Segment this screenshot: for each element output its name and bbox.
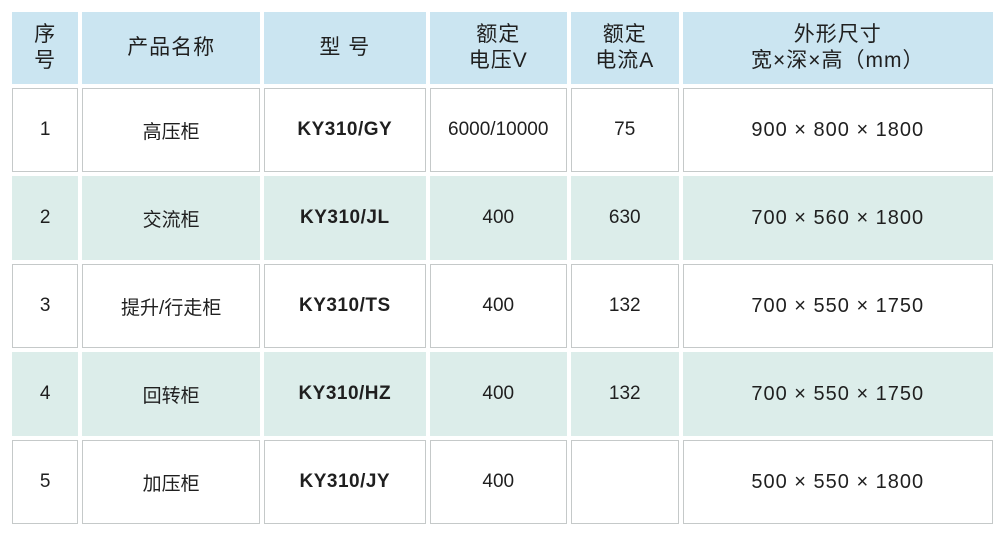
- cell-model: KY310/GY: [264, 88, 426, 172]
- col-header-name: 产品名称: [82, 12, 261, 84]
- cell-dimensions: 700 × 550 × 1750: [682, 352, 993, 436]
- cell-index: 1: [12, 88, 79, 172]
- cell-name: 高压柜: [82, 88, 261, 172]
- cell-model: KY310/TS: [264, 264, 426, 348]
- cell-dimensions: 500 × 550 × 1800: [682, 440, 993, 524]
- col-header-dimensions: 外形尺寸 宽×深×高（mm）: [682, 12, 993, 84]
- table-row: 5 加压柜 KY310/JY 400 500 × 550 × 1800: [12, 440, 993, 524]
- col-header-index: 序 号: [12, 12, 79, 84]
- cell-name: 交流柜: [82, 176, 261, 260]
- cell-name: 加压柜: [82, 440, 261, 524]
- cell-current: 630: [570, 176, 679, 260]
- cell-voltage: 400: [429, 176, 567, 260]
- cell-voltage: 400: [429, 440, 567, 524]
- table-row: 4 回转柜 KY310/HZ 400 132 700 × 550 × 1750: [12, 352, 993, 436]
- cell-voltage: 400: [429, 264, 567, 348]
- cell-current: 132: [570, 264, 679, 348]
- cell-name: 提升/行走柜: [82, 264, 261, 348]
- cell-index: 3: [12, 264, 79, 348]
- cell-dimensions: 700 × 550 × 1750: [682, 264, 993, 348]
- col-header-model: 型 号: [264, 12, 426, 84]
- table-row: 2 交流柜 KY310/JL 400 630 700 × 560 × 1800: [12, 176, 993, 260]
- cell-voltage: 400: [429, 352, 567, 436]
- cell-index: 2: [12, 176, 79, 260]
- cell-model: KY310/JL: [264, 176, 426, 260]
- cell-index: 4: [12, 352, 79, 436]
- table-header-row: 序 号 产品名称 型 号 额定 电压V 额定 电流A 外形尺寸 宽×深×高（mm…: [12, 12, 993, 84]
- cell-dimensions: 900 × 800 × 1800: [682, 88, 993, 172]
- table-row: 3 提升/行走柜 KY310/TS 400 132 700 × 550 × 17…: [12, 264, 993, 348]
- cell-model: KY310/HZ: [264, 352, 426, 436]
- col-header-current: 额定 电流A: [570, 12, 679, 84]
- col-header-voltage: 额定 电压V: [429, 12, 567, 84]
- cell-voltage: 6000/10000: [429, 88, 567, 172]
- product-spec-table: 序 号 产品名称 型 号 额定 电压V 额定 电流A 外形尺寸 宽×深×高（mm…: [8, 8, 997, 528]
- table-row: 1 高压柜 KY310/GY 6000/10000 75 900 × 800 ×…: [12, 88, 993, 172]
- cell-index: 5: [12, 440, 79, 524]
- cell-name: 回转柜: [82, 352, 261, 436]
- cell-current: 75: [570, 88, 679, 172]
- cell-current: 132: [570, 352, 679, 436]
- cell-model: KY310/JY: [264, 440, 426, 524]
- cell-current: [570, 440, 679, 524]
- cell-dimensions: 700 × 560 × 1800: [682, 176, 993, 260]
